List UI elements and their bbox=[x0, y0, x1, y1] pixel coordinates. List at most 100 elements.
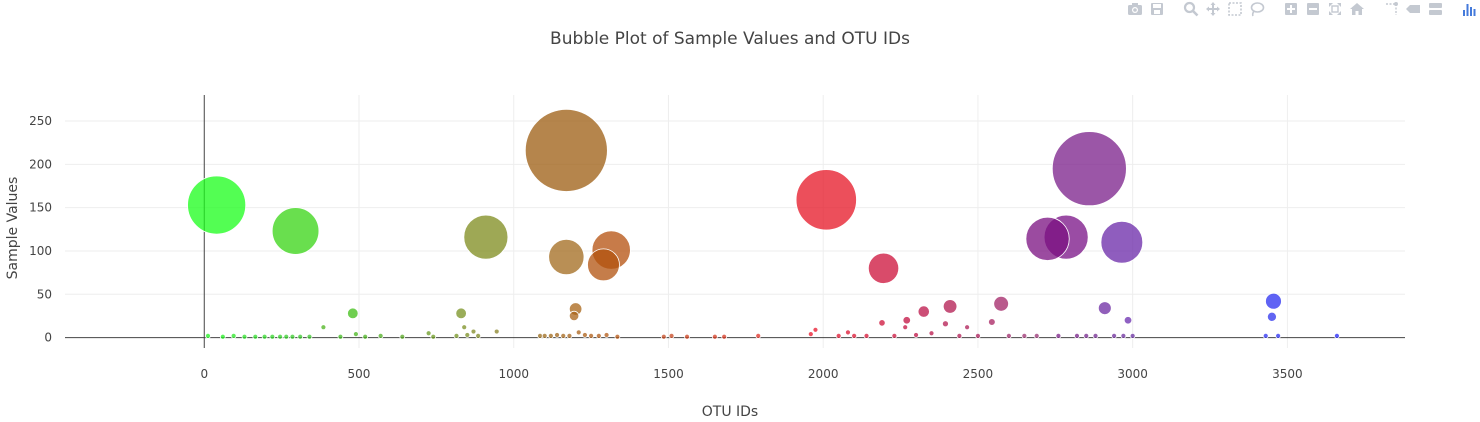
bubble-point[interactable] bbox=[566, 332, 573, 339]
bubble-point[interactable] bbox=[455, 307, 467, 320]
bubble-point[interactable] bbox=[684, 333, 690, 340]
bubble-point[interactable] bbox=[1033, 332, 1040, 339]
bubble-point[interactable] bbox=[1111, 332, 1117, 339]
bubble-point[interactable] bbox=[964, 324, 971, 331]
bubble-point[interactable] bbox=[660, 333, 667, 340]
bubble-point[interactable] bbox=[928, 330, 935, 337]
bubble-point[interactable] bbox=[289, 333, 296, 340]
bubble-point[interactable] bbox=[554, 332, 560, 338]
zoom-out-icon[interactable] bbox=[1302, 0, 1324, 18]
bubble-point[interactable] bbox=[1055, 332, 1062, 339]
bubble-point[interactable] bbox=[917, 305, 930, 318]
bubble-point[interactable] bbox=[362, 333, 369, 340]
bubble-point[interactable] bbox=[548, 238, 585, 276]
hover-closest-icon[interactable] bbox=[1402, 0, 1424, 18]
bubble-point[interactable] bbox=[1120, 332, 1127, 339]
spike-lines-icon[interactable] bbox=[1380, 0, 1402, 18]
bubble-point[interactable] bbox=[1021, 332, 1028, 339]
bubble-point[interactable] bbox=[399, 333, 406, 340]
bubble-point[interactable] bbox=[271, 207, 320, 255]
bubble-point[interactable] bbox=[807, 331, 814, 338]
bubble-point[interactable] bbox=[353, 331, 359, 338]
bubble-point[interactable] bbox=[187, 175, 247, 235]
bubble-point[interactable] bbox=[721, 333, 728, 340]
bubble-point[interactable] bbox=[252, 333, 259, 340]
bubble-point[interactable] bbox=[547, 332, 554, 339]
bubble-point[interactable] bbox=[1025, 216, 1070, 261]
bubble-point[interactable] bbox=[1097, 301, 1112, 316]
bubble-point[interactable] bbox=[337, 333, 344, 340]
bubble-point[interactable] bbox=[1262, 332, 1269, 339]
bubble-point[interactable] bbox=[461, 324, 468, 331]
bubble-point[interactable] bbox=[241, 333, 248, 340]
bubble-point[interactable] bbox=[1123, 316, 1133, 325]
bubble-point[interactable] bbox=[988, 318, 996, 326]
bubble-point[interactable] bbox=[1074, 332, 1080, 339]
bubble-point[interactable] bbox=[668, 332, 675, 339]
bubble-point[interactable] bbox=[230, 332, 237, 339]
bubble-point[interactable] bbox=[1100, 220, 1144, 264]
bubble-point[interactable] bbox=[1129, 332, 1136, 339]
bubble-point[interactable] bbox=[463, 214, 509, 260]
download-plot-icon[interactable] bbox=[1124, 0, 1146, 18]
bubble-point[interactable] bbox=[975, 332, 981, 339]
bubble-point[interactable] bbox=[1275, 332, 1282, 339]
autoscale-icon[interactable] bbox=[1324, 0, 1346, 18]
bubble-point[interactable] bbox=[306, 333, 313, 340]
bubble-point[interactable] bbox=[541, 332, 548, 339]
bubble-point[interactable] bbox=[1005, 332, 1012, 339]
save-cloud-icon[interactable] bbox=[1146, 0, 1168, 18]
bubble-point[interactable] bbox=[1092, 332, 1099, 339]
lasso-select-icon[interactable] bbox=[1246, 0, 1268, 18]
bubble-point[interactable] bbox=[755, 332, 762, 339]
bubble-point[interactable] bbox=[851, 332, 858, 339]
bubble-point[interactable] bbox=[603, 332, 610, 338]
bubble-point[interactable] bbox=[524, 109, 608, 192]
hover-compare-icon[interactable] bbox=[1424, 0, 1446, 18]
bubble-point[interactable] bbox=[205, 332, 211, 339]
bubble-point[interactable] bbox=[1265, 292, 1282, 310]
bubble-point[interactable] bbox=[347, 307, 359, 320]
bubble-point[interactable] bbox=[863, 332, 870, 339]
bubble-point[interactable] bbox=[835, 332, 842, 339]
bubble-point[interactable] bbox=[795, 169, 857, 231]
bubble-point[interactable] bbox=[956, 332, 963, 339]
bubble-point[interactable] bbox=[941, 320, 949, 328]
bubble-point[interactable] bbox=[1051, 131, 1127, 207]
bubble-point[interactable] bbox=[283, 333, 290, 340]
bubble-point[interactable] bbox=[377, 332, 384, 339]
bubble-point[interactable] bbox=[582, 332, 588, 338]
bubble-point[interactable] bbox=[425, 330, 432, 337]
bubble-point[interactable] bbox=[493, 328, 500, 335]
plot-area[interactable] bbox=[187, 109, 1340, 340]
bubble-point[interactable] bbox=[568, 310, 580, 322]
bubble-point[interactable] bbox=[902, 316, 911, 325]
pan-icon[interactable] bbox=[1202, 0, 1224, 18]
bubble-point[interactable] bbox=[475, 332, 482, 339]
bubble-point[interactable] bbox=[1334, 332, 1340, 339]
bubble-point[interactable] bbox=[277, 333, 283, 340]
bubble-point[interactable] bbox=[453, 332, 460, 339]
bubble-point[interactable] bbox=[560, 332, 567, 339]
bubble-point[interactable] bbox=[297, 333, 304, 340]
zoom-in-icon[interactable] bbox=[1280, 0, 1302, 18]
bubble-point[interactable] bbox=[320, 324, 327, 331]
bubble-point[interactable] bbox=[464, 332, 471, 338]
bubble-point[interactable] bbox=[430, 333, 437, 340]
bubble-point[interactable] bbox=[902, 324, 909, 331]
plotly-logo-icon[interactable] bbox=[1458, 0, 1480, 18]
bubble-point[interactable] bbox=[614, 333, 621, 340]
bubble-point[interactable] bbox=[867, 252, 900, 284]
bubble-point[interactable] bbox=[595, 332, 602, 339]
bubble-point[interactable] bbox=[913, 332, 919, 338]
box-select-icon[interactable] bbox=[1224, 0, 1246, 18]
bubble-point[interactable] bbox=[575, 329, 582, 336]
bubble-point[interactable] bbox=[470, 328, 477, 335]
bubble-point[interactable] bbox=[878, 319, 886, 327]
bubble-point[interactable] bbox=[261, 333, 268, 340]
bubble-point[interactable] bbox=[219, 333, 226, 340]
bubble-point[interactable] bbox=[1083, 332, 1090, 339]
bubble-point[interactable] bbox=[993, 296, 1009, 312]
bubble-point[interactable] bbox=[588, 332, 594, 339]
bubble-point[interactable] bbox=[711, 333, 718, 340]
